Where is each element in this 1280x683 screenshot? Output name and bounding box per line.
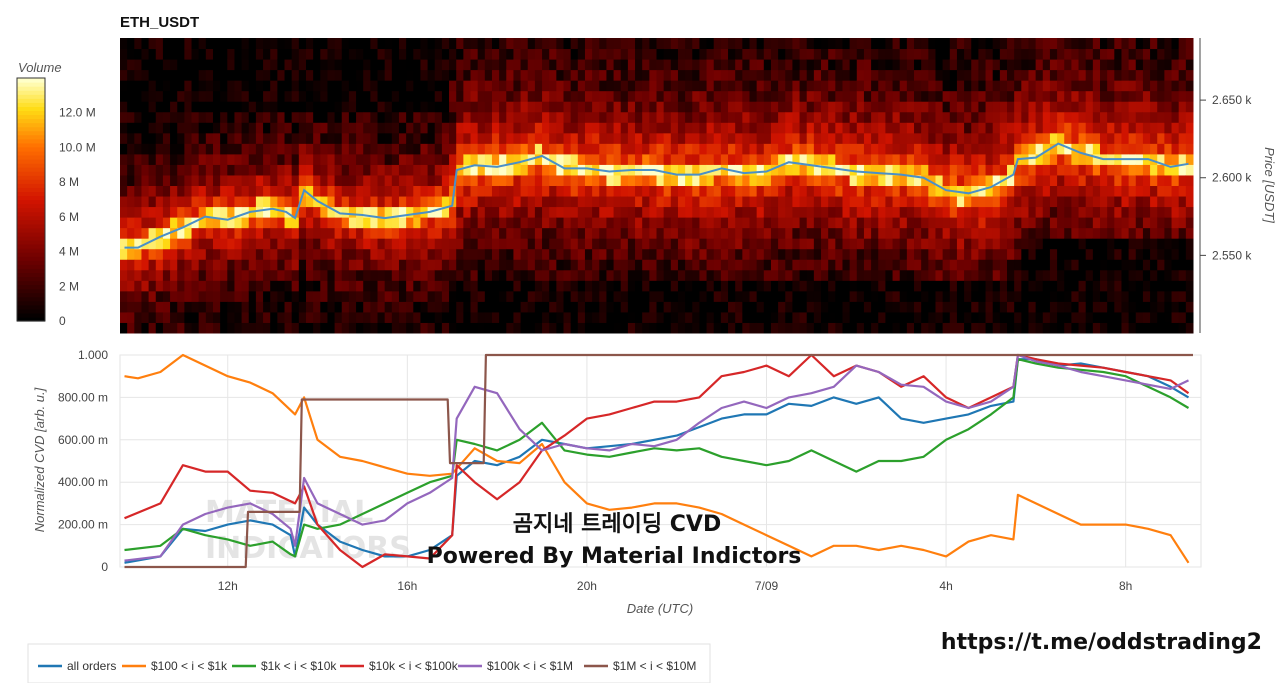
colorbar-tick-label: 8 M bbox=[59, 175, 79, 189]
cvd-x-tick-label: 12h bbox=[218, 579, 238, 593]
cvd-y-axis: 0 200.00 m 400.00 m 600.00 m 800.00 m 1.000 bbox=[58, 348, 108, 574]
price-axis: 2.550 k 2.600 k 2.650 k bbox=[1199, 38, 1252, 333]
heatmap-cells bbox=[120, 38, 1194, 334]
cvd-y-axis-label: Normalized CVD [arb. u.] bbox=[32, 387, 47, 532]
legend-entry[interactable]: $100 < i < $1k bbox=[151, 659, 228, 673]
colorbar-tick-label: 4 M bbox=[59, 245, 79, 259]
cvd-y-tick-label: 200.00 m bbox=[58, 518, 108, 532]
telegram-link[interactable]: https://t.me/oddstrading2 bbox=[941, 630, 1262, 655]
overlay-line1: 곰지네 트레이딩 CVD bbox=[513, 512, 721, 537]
legend-entry[interactable]: $100k < i < $1M bbox=[487, 659, 573, 673]
price-axis-label: Price [USDT] bbox=[1262, 147, 1277, 223]
watermark-line2: INDICATORS bbox=[205, 531, 411, 566]
cvd-y-tick-label: 600.00 m bbox=[58, 433, 108, 447]
cvd-y-tick-label: 800.00 m bbox=[58, 390, 108, 404]
cvd-series-line-1 bbox=[124, 353, 1190, 564]
cvd-series-line-5 bbox=[124, 353, 1193, 569]
price-tick-label: 2.550 k bbox=[1212, 248, 1252, 262]
price-line-group bbox=[124, 142, 1189, 249]
price-tick-label: 2.650 k bbox=[1212, 93, 1252, 107]
cvd-x-axis: 12h 16h 20h 7/09 4h 8h bbox=[218, 579, 1133, 593]
legend-entry[interactable]: $10k < i < $100k bbox=[369, 659, 459, 673]
legend-entry[interactable]: $1M < i < $10M bbox=[613, 659, 696, 673]
cvd-x-axis-label: Date (UTC) bbox=[627, 601, 693, 616]
colorbar-tick-label: 0 bbox=[59, 314, 66, 328]
price-tick-label: 2.600 k bbox=[1212, 171, 1252, 185]
cvd-lines bbox=[124, 353, 1193, 569]
colorbar-tick-label: 10.0 M bbox=[59, 140, 96, 154]
cvd-x-tick-label: 8h bbox=[1119, 579, 1132, 593]
chart-title: ETH_USDT bbox=[120, 14, 199, 31]
cvd-y-tick-label: 400.00 m bbox=[58, 475, 108, 489]
cvd-y-tick-label: 0 bbox=[101, 560, 108, 574]
cvd-x-tick-label: 4h bbox=[939, 579, 952, 593]
colorbar-title: Volume bbox=[18, 60, 62, 75]
cvd-x-tick-label: 16h bbox=[397, 579, 417, 593]
overlay-line2: Powered By Material Indictors bbox=[427, 544, 802, 569]
cvd-x-tick-label: 20h bbox=[577, 579, 597, 593]
cvd-y-tick-label: 1.000 bbox=[78, 348, 108, 362]
colorbar: 0 2 M 4 M 6 M 8 M 10.0 M 12.0 M bbox=[16, 77, 96, 328]
legend-entry[interactable]: all orders bbox=[67, 659, 116, 673]
colorbar-tick-label: 12.0 M bbox=[59, 106, 96, 120]
price-line bbox=[124, 142, 1189, 249]
colorbar-tick-label: 6 M bbox=[59, 210, 79, 224]
legend: all orders $100 < i < $1k $1k < i < $10k $1… bbox=[38, 659, 696, 673]
legend-entry[interactable]: $1k < i < $10k bbox=[261, 659, 337, 673]
legend-box bbox=[27, 643, 711, 683]
colorbar-tick-label: 2 M bbox=[59, 279, 79, 293]
cvd-x-tick-label: 7/09 bbox=[755, 579, 779, 593]
